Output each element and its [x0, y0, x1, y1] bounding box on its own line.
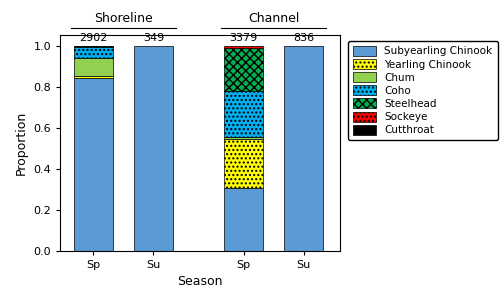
Bar [74, 78, 112, 251]
Bar [284, 46, 324, 251]
Bar [224, 46, 263, 48]
Bar [224, 91, 263, 137]
Bar [74, 47, 112, 58]
X-axis label: Season: Season [177, 275, 223, 288]
Bar [224, 188, 263, 251]
Bar [74, 46, 112, 47]
Bar [74, 58, 112, 76]
Text: 349: 349 [142, 32, 164, 42]
Text: 2902: 2902 [79, 32, 108, 42]
Bar [224, 139, 263, 188]
Bar [74, 76, 112, 78]
Bar [224, 137, 263, 139]
Text: 3379: 3379 [230, 32, 258, 42]
Bar [134, 46, 173, 251]
Text: Channel: Channel [248, 12, 300, 25]
Bar [224, 48, 263, 91]
Legend: Subyearling Chinook, Yearling Chinook, Chum, Coho, Steelhead, Sockeye, Cutthroat: Subyearling Chinook, Yearling Chinook, C… [348, 41, 498, 140]
Text: 836: 836 [294, 32, 314, 42]
Text: Shoreline: Shoreline [94, 12, 152, 25]
Y-axis label: Proportion: Proportion [14, 111, 28, 175]
